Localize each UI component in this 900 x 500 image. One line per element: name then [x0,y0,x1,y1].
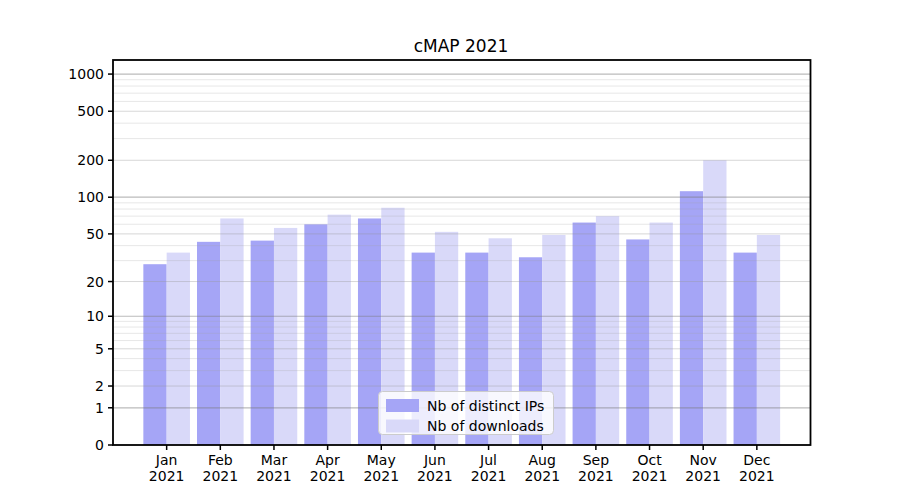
legend: Nb of distinct IPs Nb of downloads [379,392,554,435]
y-tick-label-20: 20 [86,274,104,290]
x-tick-label-year-dec: 2021 [739,468,775,484]
x-tick-label-month-nov: Nov [690,452,717,468]
x-tick-label-month-sep: Sep [583,452,610,468]
x-tick-label-year-apr: 2021 [310,468,346,484]
x-tick-label-month-mar: Mar [261,452,288,468]
legend-label-downloads: Nb of downloads [427,418,544,434]
bar-distinct-ips-may [358,218,381,445]
x-tick-label-month-apr: Apr [315,452,339,468]
bar-distinct-ips-jan [143,264,166,445]
y-tick-label-5: 5 [95,341,104,357]
x-tick-label-year-feb: 2021 [202,468,238,484]
legend-label-distinct-ips: Nb of distinct IPs [427,398,544,414]
y-tick-label-1: 1 [95,400,104,416]
x-tick-label-year-nov: 2021 [685,468,721,484]
bar-chart: cMAP 2021 01251020501002005001000Jan2021… [0,0,900,500]
x-tick-label-year-jan: 2021 [149,468,185,484]
y-tick-label-1000: 1000 [68,66,104,82]
y-tick-label-100: 100 [77,189,104,205]
bar-distinct-ips-mar [251,241,274,445]
x-tick-label-month-aug: Aug [529,452,556,468]
x-tick-label-year-sep: 2021 [578,468,614,484]
x-tick-label-year-jun: 2021 [417,468,453,484]
x-tick-label-month-dec: Dec [743,452,770,468]
figure: cMAP 2021 01251020501002005001000Jan2021… [0,0,900,500]
x-tick-label-month-feb: Feb [208,452,233,468]
x-tick-label-month-oct: Oct [637,452,662,468]
bar-downloads-apr [328,215,351,445]
y-tick-label-500: 500 [77,103,104,119]
bar-distinct-ips-feb [197,242,220,445]
chart-title: cMAP 2021 [414,36,509,56]
y-tick-label-200: 200 [77,152,104,168]
legend-swatch-downloads [386,420,419,433]
x-tick-label-year-aug: 2021 [524,468,560,484]
x-tick-label-year-oct: 2021 [632,468,668,484]
y-tick-label-10: 10 [86,308,104,324]
x-tick-label-month-jun: Jun [423,452,446,468]
legend-swatch-distinct-ips [386,399,419,412]
bar-distinct-ips-oct [626,239,649,445]
y-tick-label-50: 50 [86,226,104,242]
bar-downloads-feb [220,218,243,445]
y-tick-label-0: 0 [95,437,104,453]
y-tick-label-2: 2 [95,378,104,394]
bar-downloads-sep [596,216,619,445]
x-tick-label-month-jan: Jan [155,452,178,468]
bar-distinct-ips-nov [680,191,703,445]
x-tick-label-month-may: May [367,452,396,468]
x-tick-label-year-mar: 2021 [256,468,292,484]
bar-distinct-ips-apr [304,224,327,445]
x-tick-label-year-may: 2021 [363,468,399,484]
bar-downloads-dec [757,235,780,445]
x-tick-label-month-jul: Jul [479,452,497,468]
x-tick-label-year-jul: 2021 [471,468,507,484]
